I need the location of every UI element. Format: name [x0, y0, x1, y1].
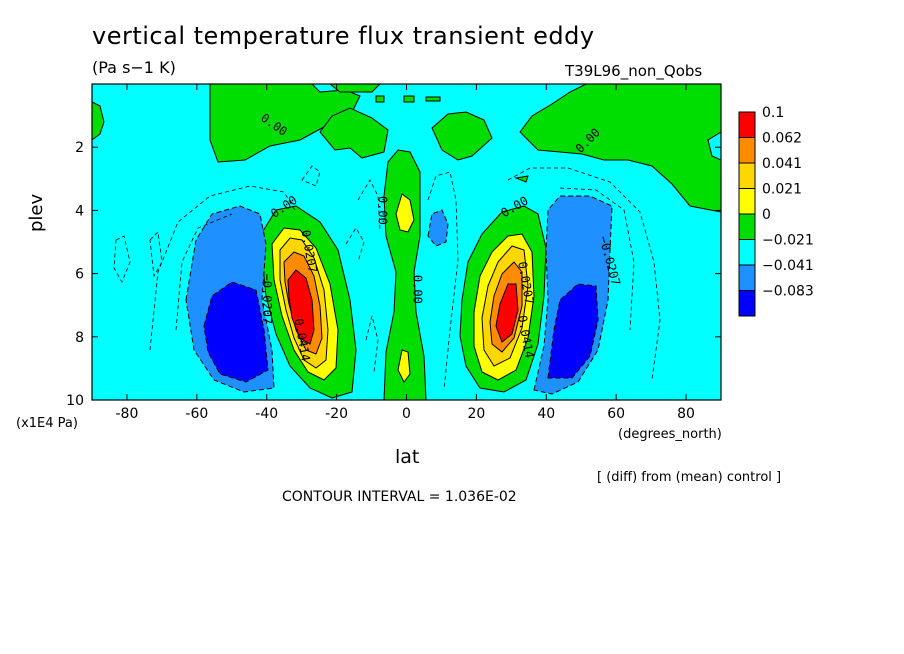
x-axis: -80 -60 -40 -20 0 20 40 60 80 — [116, 84, 695, 422]
color-bar-label: 0.021 — [762, 182, 802, 198]
color-bar-label: 0 — [762, 207, 771, 223]
y-tick-label: 10 — [66, 393, 84, 409]
y-axis: 2 4 6 8 10 — [66, 140, 721, 409]
upper-left-green-region — [209, 84, 361, 163]
right-max-core — [495, 283, 519, 343]
color-bar-swatch — [738, 290, 756, 317]
dashed-contour-equator-right — [427, 171, 459, 391]
left-max-core — [287, 269, 315, 345]
dashed-contour-left-sliver — [149, 231, 163, 278]
right-edge-cyan-notch — [707, 131, 721, 161]
dashed-contour-right-inner — [559, 187, 635, 331]
x-tick-label: -40 — [255, 406, 278, 422]
y-tick-label: 2 — [75, 140, 84, 156]
chart-units: (Pa s−1 K) — [92, 58, 176, 77]
dashed-contour-left-center — [345, 227, 365, 263]
filled-contours — [92, 84, 721, 400]
dashed-contour-equator-left — [357, 179, 381, 231]
color-bar-swatch — [738, 239, 756, 266]
equator-upper-yellow — [395, 193, 415, 233]
contour-label: 0.00 — [410, 275, 424, 304]
top-blob-5 — [514, 175, 529, 183]
color-bar-swatch — [738, 137, 756, 164]
right-min-core — [547, 283, 599, 379]
x-axis-units: (degrees_north) — [618, 427, 722, 442]
dashed-contour-left-small — [113, 235, 131, 283]
upper-right-green-region — [519, 84, 721, 213]
color-bar-swatch — [738, 264, 756, 291]
contour-interval: CONTOUR INTERVAL = 1.036E-02 — [282, 489, 517, 505]
y-tick-label: 6 — [75, 267, 84, 283]
x-tick-label: 40 — [537, 406, 555, 422]
contour-label: 0.00 — [376, 196, 390, 225]
color-bar-swatch — [738, 188, 756, 215]
color-bar-label: −0.041 — [762, 258, 814, 274]
y-tick-label: 4 — [75, 203, 84, 219]
color-bar: 0.1 0.062 0.041 0.021 0 −0.021 −0.041 −0.083 — [738, 105, 814, 317]
dashed-contour-right-outer — [507, 167, 661, 381]
y-scale-note: (x1E4 Pa) — [16, 416, 78, 431]
x-axis-label: lat — [395, 446, 420, 468]
color-bar-label: −0.021 — [762, 233, 814, 249]
dashed-contours — [113, 165, 661, 391]
x-tick-label: 0 — [402, 406, 411, 422]
x-tick-label: 20 — [467, 406, 485, 422]
run-id: T39L96_non_Qobs — [565, 62, 703, 80]
dashed-contour-left-inner — [175, 213, 233, 331]
equator-blue-cell — [427, 209, 449, 247]
top-blob-4 — [425, 96, 441, 102]
dashed-contour-left-outer — [149, 185, 297, 351]
top-blob-3 — [403, 95, 415, 103]
color-bar-swatch — [738, 162, 756, 189]
chart-title: vertical temperature flux transient eddy — [92, 22, 595, 50]
color-bar-swatch — [738, 111, 756, 138]
top-center-green-region — [319, 107, 389, 159]
diff-note: [ (diff) from (mean) control ] — [597, 470, 782, 485]
x-tick-label: 80 — [677, 406, 695, 422]
y-tick-label: 8 — [75, 330, 84, 346]
x-tick-label: -60 — [185, 406, 208, 422]
color-bar-label: 0.041 — [762, 156, 802, 172]
color-bar-label: 0.1 — [762, 105, 784, 121]
x-tick-label: -80 — [116, 406, 139, 422]
color-bar-label: −0.083 — [762, 284, 814, 300]
equator-green-band — [383, 149, 427, 400]
color-bar-label: 0.062 — [762, 131, 802, 147]
equator-lower-yellow — [397, 349, 411, 383]
contour-label: −0.0207 — [260, 274, 274, 325]
left-min-core — [203, 281, 269, 383]
dashed-contour-lower-left — [365, 315, 379, 373]
left-edge-green-region — [92, 101, 105, 141]
x-tick-label: 60 — [607, 406, 625, 422]
top-blob-2 — [375, 95, 385, 103]
color-bar-swatch — [738, 213, 756, 240]
top-right-green-region — [431, 111, 493, 161]
x-tick-label: -20 — [325, 406, 348, 422]
